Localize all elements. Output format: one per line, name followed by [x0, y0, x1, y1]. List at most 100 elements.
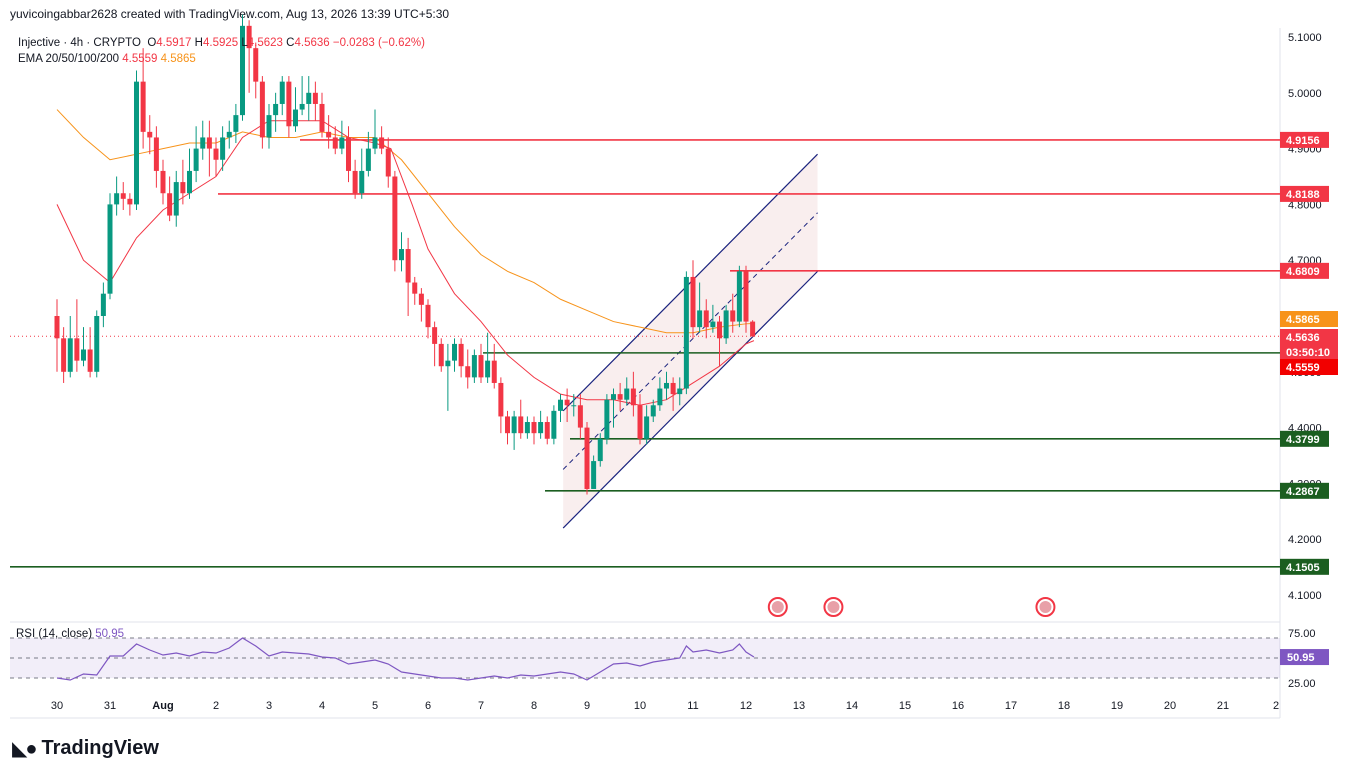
- rsi-line: [56, 637, 755, 681]
- x-tick-label: 2: [213, 700, 219, 712]
- candle-body: [127, 198, 133, 205]
- ema-fast-line: [56, 120, 755, 406]
- candle-body: [306, 92, 312, 104]
- ema-label[interactable]: EMA 20/50/100/200: [18, 53, 120, 65]
- candle-body: [518, 416, 524, 434]
- candle-body: [213, 148, 219, 160]
- candle: [452, 338, 457, 372]
- candle: [591, 455, 597, 489]
- candle-body: [438, 343, 444, 367]
- candle-body: [94, 316, 100, 372]
- event-flag-core: [1039, 601, 1052, 613]
- candle: [61, 327, 67, 383]
- chart-legend: Injective · 4h · CRYPTO O4.5917 H4.5925 …: [18, 35, 425, 67]
- x-tick-label: 9: [584, 700, 590, 712]
- candle: [465, 349, 471, 389]
- candle-body: [273, 103, 279, 116]
- candle: [624, 377, 630, 406]
- candle: [703, 299, 709, 339]
- high-label: H: [194, 37, 203, 49]
- candle: [372, 109, 378, 155]
- candle-body: [418, 293, 424, 305]
- candle-body: [399, 249, 404, 261]
- x-tick-label: 3: [266, 700, 272, 712]
- x-tick-label: Aug: [152, 700, 173, 712]
- candle: [352, 159, 358, 199]
- candle-body: [206, 137, 212, 149]
- candle-body: [465, 366, 471, 378]
- high-value: 4.5925: [202, 37, 239, 49]
- candle-body: [511, 416, 517, 434]
- candle: [153, 126, 159, 188]
- x-tick-label: 8: [531, 700, 537, 712]
- level-price-tag-text: 4.2867: [1286, 486, 1320, 498]
- level-price-tag-text: 4.8188: [1286, 189, 1320, 201]
- candle: [339, 120, 345, 155]
- close-label: C: [286, 37, 295, 49]
- price-tag-countdown: 03:50:10: [1286, 347, 1330, 359]
- candle: [425, 299, 431, 339]
- candle: [664, 371, 669, 400]
- candle: [286, 76, 292, 138]
- published-by: yuvicoingabbar2628 created with TradingV…: [10, 7, 450, 21]
- candle: [187, 148, 192, 199]
- symbol-label[interactable]: Injective · 4h · CRYPTO: [18, 37, 141, 49]
- candle: [81, 327, 86, 367]
- candle: [299, 76, 305, 116]
- candle: [206, 120, 212, 177]
- candle-body: [319, 103, 325, 132]
- candle-body: [710, 321, 716, 328]
- x-tick-label: 2: [1273, 700, 1279, 712]
- x-tick-label: 18: [1058, 700, 1070, 712]
- candle: [604, 394, 610, 445]
- candle-body: [690, 276, 696, 328]
- x-tick-label: 13: [793, 700, 805, 712]
- x-tick-label: 14: [846, 700, 858, 712]
- candle: [432, 321, 438, 367]
- candle: [597, 433, 603, 467]
- level-price-tag-text: 4.3799: [1286, 434, 1320, 446]
- price-tag: [1280, 359, 1338, 375]
- candle: [544, 416, 550, 445]
- tradingview-logo[interactable]: ◣● TradingView: [12, 736, 159, 761]
- ema-fast-value: 4.5559: [122, 53, 158, 65]
- candle-body: [697, 310, 703, 328]
- candle-body: [498, 382, 504, 417]
- candle: [670, 377, 676, 411]
- x-tick-label: 21: [1217, 700, 1229, 712]
- candle-body: [491, 360, 497, 383]
- candle-body: [743, 271, 749, 322]
- candle: [279, 76, 285, 116]
- level-price-tag: [1280, 430, 1329, 447]
- candle: [551, 405, 557, 445]
- candle: [213, 137, 219, 177]
- candle-body: [485, 360, 491, 378]
- rsi-label[interactable]: RSI (14, close): [16, 628, 93, 640]
- candle-body: [67, 338, 73, 372]
- candle-body: [412, 282, 418, 294]
- candle-body: [259, 81, 265, 138]
- low-value: 4.5623: [247, 37, 283, 49]
- candle-body: [332, 137, 338, 149]
- candle: [379, 126, 385, 155]
- event-flag-core: [827, 601, 840, 613]
- candle-body: [180, 182, 186, 194]
- x-tick-label: 5: [372, 700, 378, 712]
- candle: [677, 377, 683, 406]
- candle: [173, 170, 179, 227]
- candle: [365, 131, 371, 177]
- candle: [584, 422, 590, 495]
- y-tick-label: 5.0000: [1288, 88, 1322, 100]
- candle: [617, 382, 623, 411]
- candle-body: [577, 405, 583, 428]
- candle-body: [233, 115, 239, 132]
- candle: [644, 405, 650, 445]
- brand-name: TradingView: [41, 737, 159, 759]
- candle: [134, 70, 139, 210]
- level-price-tag-text: 4.9156: [1286, 135, 1320, 147]
- candle: [736, 265, 742, 328]
- candle: [717, 316, 722, 367]
- candle-body: [299, 103, 305, 110]
- candle-body: [458, 343, 464, 367]
